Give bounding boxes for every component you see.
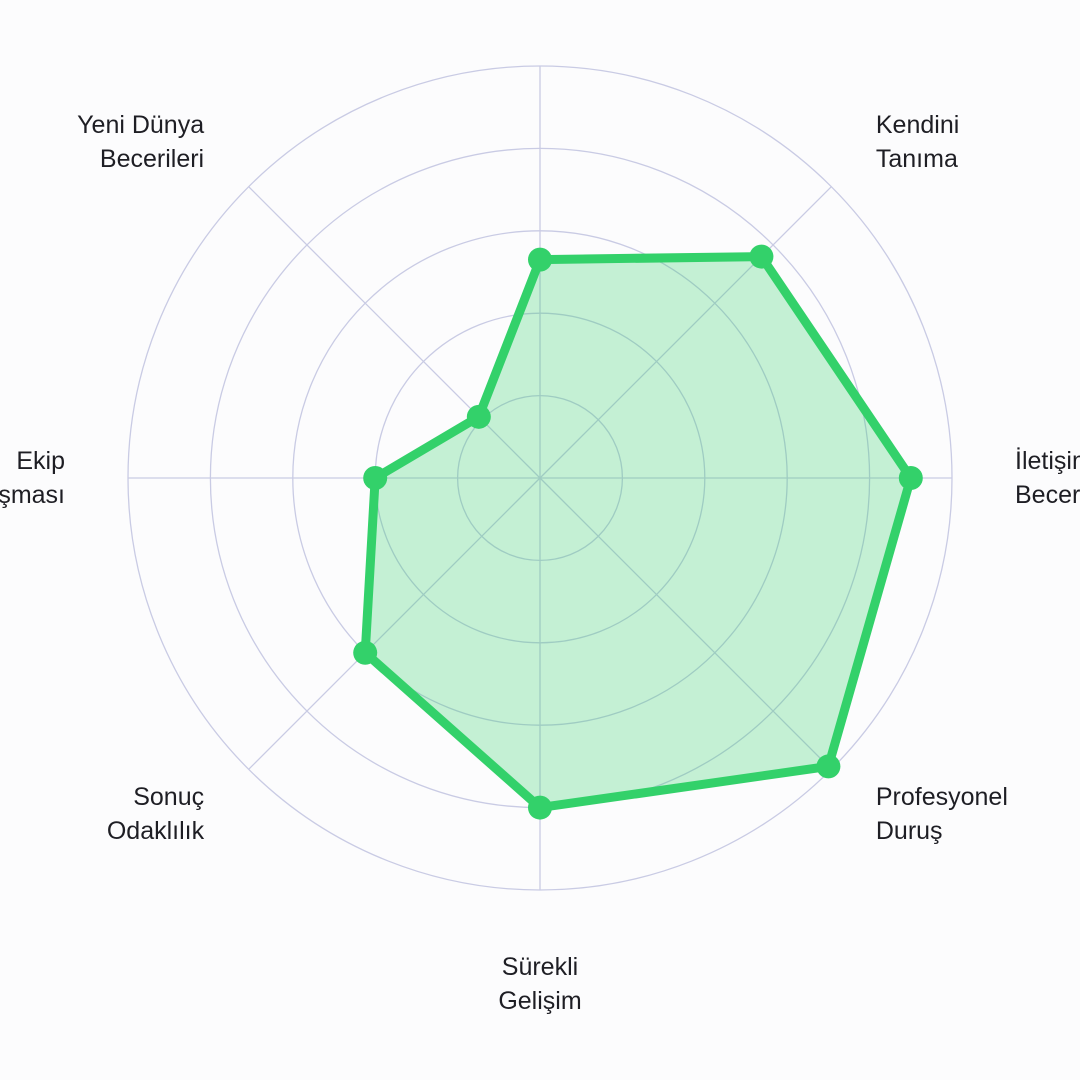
grid-spoke-4 bbox=[539, 477, 832, 770]
axis-label-7: Ekip Çalışması bbox=[0, 447, 65, 509]
data-point-2[interactable] bbox=[749, 244, 774, 269]
grid-spoke-8 bbox=[248, 186, 541, 479]
data-point-4[interactable] bbox=[816, 754, 841, 779]
axis-label-line: Sürekli bbox=[502, 953, 578, 981]
axis-label-line: Yeni Dünya bbox=[77, 111, 204, 139]
axis-label-line: Becerileri bbox=[100, 145, 204, 173]
data-point-8[interactable] bbox=[466, 404, 491, 429]
data-point-7[interactable] bbox=[363, 466, 388, 490]
axis-labels: YaratıcıÇözümler Kendini Tanıma İletişim Bec… bbox=[0, 0, 1080, 1015]
axis-label-1: YaratıcıÇözümler bbox=[487, 0, 594, 1]
axis-label-line: Profesyonel bbox=[876, 783, 1008, 811]
data-point-1[interactable] bbox=[528, 247, 552, 272]
grid-spoke-2 bbox=[539, 186, 832, 479]
axis-label-line: İletişim bbox=[1015, 446, 1080, 475]
data-point-5[interactable] bbox=[528, 795, 552, 820]
series bbox=[353, 244, 923, 820]
axis-label-line: Tanıma bbox=[876, 145, 958, 173]
axis-label-line: Duruş bbox=[876, 817, 943, 845]
axis-label-line: Çözümler bbox=[487, 0, 594, 1]
axis-label-5: Sürekli Gelişim bbox=[498, 953, 581, 1015]
data-point-3[interactable] bbox=[898, 466, 923, 490]
grid-spoke-6 bbox=[248, 477, 541, 770]
axis-label-8: Yeni Dünya Becerileri bbox=[77, 111, 204, 173]
axis-label-4: Profesyonel Duruş bbox=[876, 783, 1008, 845]
series-area bbox=[360, 252, 916, 813]
axis-label-line: Ekip bbox=[16, 447, 65, 475]
axis-label-line: Becerileri bbox=[1015, 481, 1080, 509]
data-point-6[interactable] bbox=[353, 640, 378, 665]
axis-label-line: Sonuç bbox=[133, 783, 204, 811]
axis-label-3: İletişim Becerileri bbox=[1015, 446, 1080, 509]
axis-label-line: Gelişim bbox=[498, 987, 581, 1015]
axis-label-2: Kendini Tanıma bbox=[876, 111, 959, 173]
axis-label-line: Odaklılık bbox=[107, 817, 205, 845]
axis-label-line: Çalışması bbox=[0, 481, 65, 509]
axis-label-6: Sonuç Odaklılık bbox=[107, 783, 205, 845]
axis-label-line: Kendini bbox=[876, 111, 959, 139]
